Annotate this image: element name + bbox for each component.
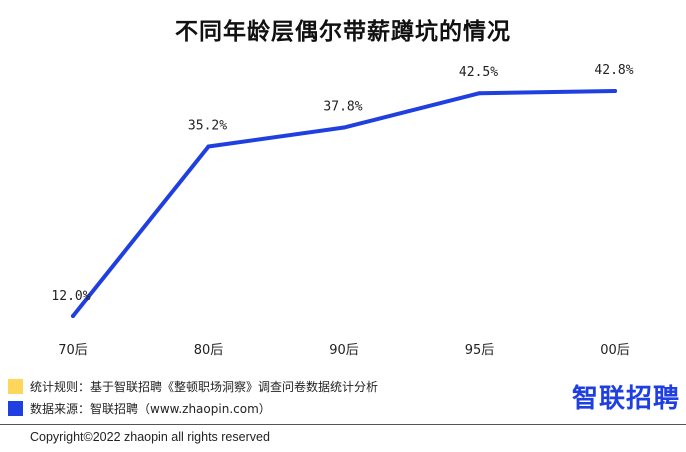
stat-rule-note: 统计规则：基于智联招聘《整顿职场洞察》调查问卷数据统计分析 — [8, 377, 378, 395]
data-label: 12.0% — [51, 289, 90, 304]
x-tick-label: 90后 — [329, 343, 359, 358]
data-source-note: 数据来源：智联招聘（www.zhaopin.com） — [8, 399, 271, 417]
footer-divider — [0, 424, 686, 425]
data-point — [477, 91, 482, 96]
data-label: 37.8% — [323, 100, 362, 115]
stat-rule-text: 统计规则：基于智联招聘《整顿职场洞察》调查问卷数据统计分析 — [30, 379, 379, 394]
blue-swatch-icon — [8, 400, 23, 416]
data-point — [342, 125, 346, 130]
brand-logo: 智联招聘 — [571, 384, 680, 414]
x-tick-label: 70后 — [58, 343, 88, 358]
copyright-text: Copyright©2022 zhaopin all rights reserv… — [30, 430, 270, 444]
data-point — [71, 314, 75, 318]
data-point — [613, 89, 617, 93]
x-tick-label: 00后 — [600, 343, 630, 358]
data-source-text: 数据来源：智联招聘（www.zhaopin.com） — [30, 401, 271, 416]
data-point — [206, 144, 211, 149]
yellow-swatch-icon — [8, 378, 23, 394]
x-tick-label: 80后 — [194, 343, 224, 358]
series-line — [71, 89, 617, 318]
line-chart: 12.0% 70后 35.2% 80后 37.8% 90后 42.5% 95后 42.8% 00后 — [51, 63, 633, 358]
data-label: 42.8% — [594, 63, 633, 78]
data-label: 42.5% — [459, 65, 498, 80]
chart-title: 不同年龄层偶尔带薪蹲坑的情况 — [175, 19, 511, 45]
data-label: 35.2% — [188, 119, 227, 134]
x-tick-label: 95后 — [465, 343, 495, 358]
